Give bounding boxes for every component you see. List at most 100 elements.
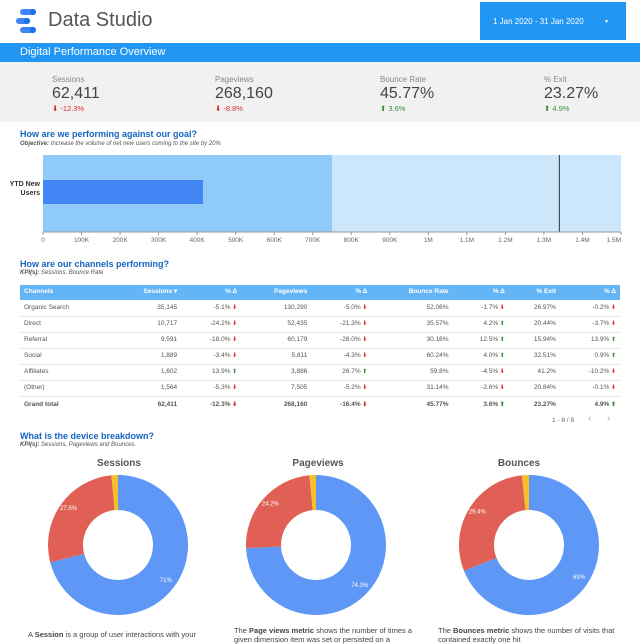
column-header[interactable]: Bounce Rate <box>371 285 453 300</box>
kpi-sessions: Sessions 62,411 ⬇ -12.3% <box>52 75 100 113</box>
kpi-value: 268,160 <box>215 85 273 102</box>
table-cell: Referral <box>20 332 111 349</box>
sessions-description: A Session is a group of user interaction… <box>28 630 197 639</box>
table-cell: -21.3% ⬇ <box>311 316 372 333</box>
table-cell: 30.16% <box>371 332 453 349</box>
table-cell: 268,160 <box>283 401 308 408</box>
table-row: (Other) 1,564 -5.3% ⬇ 7,505 -5.2% ⬇ 31.14% -2.… <box>20 380 620 397</box>
arrow-down-icon: ⬇ <box>230 336 238 343</box>
kpi-delta: ⬆ 3.6% <box>380 104 406 113</box>
table-cell: -5.3% ⬇ <box>181 380 242 397</box>
table-cell: 10,717 <box>110 316 182 333</box>
arrow-down-icon: ⬇ <box>360 304 368 311</box>
arrow-down-icon: ⬇ <box>360 320 368 327</box>
table-cell: 13.9% ⬆ <box>559 332 620 349</box>
bullet-tick-label: 1.5M <box>607 237 621 244</box>
table-row: Direct 10,717 -24.2% ⬇ 52,435 -21.3% ⬇ 35.57%… <box>20 316 620 333</box>
table-cell: -3.4% ⬇ <box>181 348 242 365</box>
donut-slice[interactable] <box>463 475 599 615</box>
table-cell: -28.0% ⬇ <box>311 332 372 349</box>
column-header[interactable]: % Δ <box>559 285 620 300</box>
donut-slice[interactable] <box>111 475 118 511</box>
table-cell: 59.8% <box>371 364 453 381</box>
table-row: Affiliates 1,602 13.9% ⬆ 3,886 26.7% ⬆ 59.8% -… <box>20 364 620 381</box>
table-cell: 26.97% <box>508 300 560 317</box>
bullet-category-label: YTD New Users <box>9 181 40 198</box>
goal-objective: Objective: Increase the volume of net ne… <box>20 141 221 147</box>
table-cell: Organic Search <box>20 300 111 317</box>
arrow-down-icon: ⬇ <box>360 352 368 359</box>
column-header[interactable]: % Δ <box>181 285 242 300</box>
channels-kpi: KPI(s): Sessions, Bounce Rate <box>20 270 104 276</box>
kpi-delta: ⬆ 4.9% <box>544 104 570 113</box>
arrow-up-icon: ⬆ <box>609 352 616 359</box>
table-cell: -1.7% ⬇ <box>452 300 509 317</box>
table-cell: 12.5% ⬆ <box>452 332 509 349</box>
table-cell: 1,889 <box>110 348 182 365</box>
page-title: Digital Performance Overview <box>0 43 640 62</box>
donut-slice[interactable] <box>246 475 386 615</box>
column-header[interactable]: Channels <box>20 285 111 300</box>
column-header[interactable]: % Δ <box>311 285 372 300</box>
table-cell: 1,564 <box>110 380 182 397</box>
donut-slice-label: 74.3% <box>351 583 369 589</box>
goal-heading: How are we performing against our goal? <box>20 129 198 139</box>
table-row: Organic Search 35,145 -5.1% ⬇ 130,290 -5.0% … <box>20 300 620 317</box>
donut-slice[interactable] <box>309 475 316 511</box>
table-cell: 0.9% ⬆ <box>559 348 620 365</box>
column-header[interactable]: % Exit <box>508 285 560 300</box>
donut-slice[interactable] <box>50 475 188 615</box>
donut-slice[interactable] <box>245 475 313 549</box>
channels-table: Channels Sessions ▾% Δ Pageviews% Δ Bounce … <box>20 285 620 414</box>
table-cell: 4.9% ⬆ <box>594 401 616 408</box>
column-header[interactable]: Pageviews <box>241 285 312 300</box>
kpi-bounce-rate: Bounce Rate 45.77% ⬆ 3.6% <box>380 75 434 113</box>
table-cell: -16.4% ⬇ <box>340 401 368 408</box>
column-header[interactable]: % Δ <box>452 285 509 300</box>
table-cell: 3.6% ⬆ <box>483 401 505 408</box>
bullet-tick-label: 500K <box>228 237 244 244</box>
donut-slice[interactable] <box>47 475 115 563</box>
table-row: Referral 9,591 -18.0% ⬇ 60,179 -28.0% ⬇ 30.16… <box>20 332 620 349</box>
channels-heading: How are our channels performing? <box>20 259 170 269</box>
donut-slice[interactable] <box>459 475 526 571</box>
kpi-value: 45.77% <box>380 85 435 102</box>
bullet-tick-label: 1.4M <box>575 237 589 244</box>
bullet-tick-label: 200K <box>112 237 128 244</box>
arrow-up-icon: ⬆ <box>498 402 505 408</box>
column-header[interactable]: Sessions ▾ <box>110 285 182 300</box>
arrow-down-icon: ⬇ <box>230 304 238 311</box>
arrow-down-icon: ⬇ <box>230 352 238 359</box>
prev-page-button[interactable]: ‹ <box>588 413 592 424</box>
bullet-tick-label: 1.1M <box>460 237 474 244</box>
table-cell: -12.3% ⬇ <box>209 401 238 408</box>
donut-slice-label: 71% <box>160 578 173 584</box>
table-cell: Affiliates <box>20 364 111 381</box>
table-cell: -4.3% ⬇ <box>311 348 372 365</box>
arrow-down-icon: ⬇ <box>360 336 368 343</box>
table-cell: 13.9% ⬆ <box>181 364 242 381</box>
table-cell: 31.14% <box>371 380 453 397</box>
donut-title-sessions: Sessions <box>97 458 141 469</box>
table-cell: 52.06% <box>371 300 453 317</box>
kpi-label: Bounce Rate <box>380 75 427 84</box>
kpi-delta: ⬇ -12.3% <box>52 104 85 113</box>
table-cell: -10.2% ⬇ <box>559 364 620 381</box>
table-cell: 60,179 <box>241 332 312 349</box>
kpi-value: 62,411 <box>52 85 100 102</box>
date-range-value: 1 Jan 2020 - 31 Jan 2020 <box>493 16 584 26</box>
table-cell: -5.1% ⬇ <box>181 300 242 317</box>
bullet-tick-label: 1M <box>424 237 433 244</box>
pagination-label: 1 - 8 / 8 <box>552 417 575 424</box>
bounces-description: The Bounces metric shows the number of v… <box>438 626 615 644</box>
table-cell: (Other) <box>20 380 111 397</box>
arrow-down-icon: ⬇ <box>609 368 616 375</box>
donut-slice[interactable] <box>521 475 529 511</box>
table-cell: -0.1% ⬇ <box>559 380 620 397</box>
date-range-picker[interactable]: 1 Jan 2020 - 31 Jan 2020 ▾ <box>480 2 626 40</box>
bullet-chart: 0 100K 200K 300K 400K 500K 600K 700K 800K 900K 1M 1… <box>41 155 622 244</box>
next-page-button[interactable]: › <box>607 413 611 424</box>
table-cell: 45.77% <box>426 401 449 408</box>
data-studio-logo-icon <box>16 9 36 33</box>
table-cell: 7,505 <box>241 380 312 397</box>
